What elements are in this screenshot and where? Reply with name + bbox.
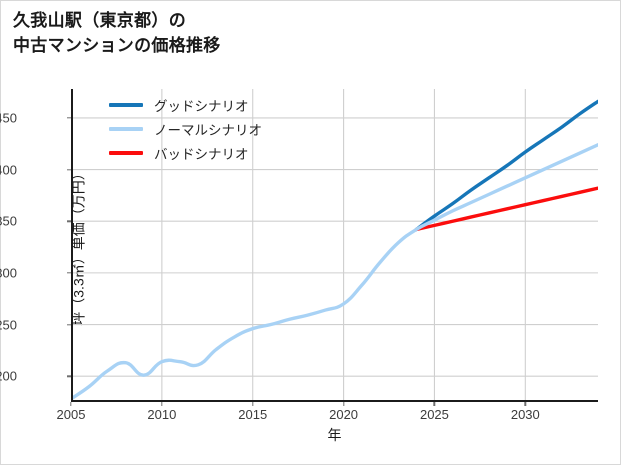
x-tick-label: 2020 <box>329 407 359 422</box>
chart-title: 久我山駅（東京都）の 中古マンションの価格推移 <box>13 11 221 55</box>
legend-swatch-normal <box>109 127 143 131</box>
x-axis-label: 年 <box>327 427 342 443</box>
x-tick-mark <box>524 402 526 406</box>
y-tick-mark <box>67 117 71 119</box>
y-tick-label: 450 <box>0 110 17 126</box>
legend-item-normal[interactable]: ノーマルシナリオ <box>109 117 262 141</box>
plot-area <box>71 89 598 402</box>
y-tick-label: 300 <box>0 265 17 281</box>
series-line-bad <box>414 186 598 232</box>
x-tick-mark <box>70 402 72 406</box>
y-tick-label: 400 <box>0 162 17 178</box>
y-tick-mark <box>67 220 71 222</box>
x-tick-mark <box>252 402 254 406</box>
legend-item-bad[interactable]: バッドシナリオ <box>109 141 262 165</box>
chart-legend: グッドシナリオ ノーマルシナリオ バッドシナリオ <box>109 93 262 165</box>
x-tick-mark <box>342 402 345 406</box>
y-tick-label: 350 <box>0 213 17 229</box>
legend-swatch-good <box>109 103 143 107</box>
y-tick-mark <box>67 168 71 171</box>
x-tick-mark <box>433 402 436 406</box>
x-tick-label: 2005 <box>56 407 86 422</box>
x-tick-label: 2015 <box>238 407 268 422</box>
legend-label-bad: バッドシナリオ <box>154 147 249 162</box>
x-tick-label: 2025 <box>419 407 449 422</box>
y-tick-label: 200 <box>0 368 17 384</box>
y-axis-spine <box>71 89 73 402</box>
x-axis-spine <box>71 400 598 402</box>
x-tick-label: 2010 <box>147 407 177 422</box>
x-tick-mark <box>161 402 163 406</box>
series-line-normal <box>414 99 598 232</box>
y-tick-label: 250 <box>0 317 17 333</box>
grid-layer <box>71 89 598 402</box>
series-line-good <box>71 143 598 401</box>
y-tick-mark <box>67 272 71 274</box>
y-axis-label-container: 坪（3.3㎡）単価（万円） <box>5 89 87 402</box>
legend-swatch-bad <box>109 151 143 155</box>
y-tick-mark <box>67 323 71 326</box>
x-tick-label: 2030 <box>510 407 540 422</box>
legend-label-good: グッドシナリオ <box>154 99 249 114</box>
legend-item-good[interactable]: グッドシナリオ <box>109 93 262 117</box>
y-tick-mark <box>67 375 71 377</box>
legend-label-normal: ノーマルシナリオ <box>154 123 262 138</box>
series-layer <box>71 99 598 401</box>
